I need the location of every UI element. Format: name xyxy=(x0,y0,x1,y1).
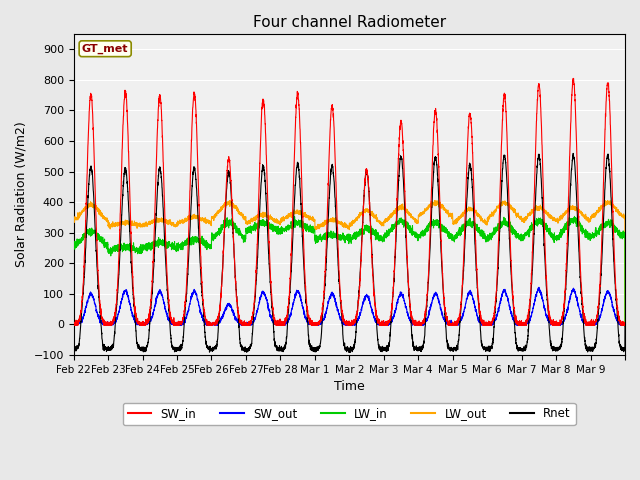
LW_out xyxy=(528,210,536,216)
Text: GT_met: GT_met xyxy=(82,44,129,54)
SW_in xyxy=(542,266,550,272)
Rnet xyxy=(370,283,378,288)
LW_in xyxy=(528,220,536,226)
Line: Rnet: Rnet xyxy=(74,153,625,352)
Line: SW_in: SW_in xyxy=(74,78,625,325)
SW_in xyxy=(370,289,378,295)
LW_in xyxy=(399,218,407,224)
SW_out xyxy=(70,323,78,328)
LW_in xyxy=(500,218,508,224)
Rnet xyxy=(542,276,550,281)
LW_out xyxy=(370,214,378,220)
LW_out xyxy=(500,200,508,205)
Line: LW_out: LW_out xyxy=(74,201,625,325)
SW_out xyxy=(535,285,543,290)
LW_out xyxy=(399,205,407,211)
SW_in xyxy=(70,323,78,328)
SW_out xyxy=(528,312,536,317)
LW_in xyxy=(571,214,579,219)
SW_out xyxy=(542,311,550,317)
Line: LW_in: LW_in xyxy=(74,216,625,326)
Rnet xyxy=(184,268,192,274)
LW_in xyxy=(70,246,77,252)
SW_in xyxy=(399,147,407,153)
Rnet xyxy=(621,320,629,326)
SW_in xyxy=(500,94,508,100)
SW_in xyxy=(621,322,629,327)
Rnet xyxy=(346,349,354,355)
SW_out xyxy=(399,296,407,301)
SW_in xyxy=(70,322,77,327)
LW_in xyxy=(542,225,550,230)
Rnet xyxy=(70,348,77,353)
SW_out xyxy=(500,289,508,295)
LW_in xyxy=(370,230,378,236)
SW_out xyxy=(621,322,629,327)
Y-axis label: Solar Radiation (W/m2): Solar Radiation (W/m2) xyxy=(15,121,28,267)
LW_out xyxy=(70,219,77,225)
Rnet xyxy=(399,176,407,182)
SW_out xyxy=(370,314,378,320)
Legend: SW_in, SW_out, LW_in, LW_out, Rnet: SW_in, SW_out, LW_in, LW_out, Rnet xyxy=(123,403,576,425)
X-axis label: Time: Time xyxy=(334,380,365,393)
LW_out xyxy=(621,322,629,328)
Rnet xyxy=(500,153,508,158)
SW_in xyxy=(528,270,536,276)
SW_in xyxy=(570,75,577,81)
Title: Four channel Radiometer: Four channel Radiometer xyxy=(253,15,446,30)
SW_out xyxy=(70,323,77,328)
LW_out xyxy=(542,211,550,216)
LW_out xyxy=(431,198,439,204)
Rnet xyxy=(570,150,577,156)
Rnet xyxy=(528,281,536,287)
Line: SW_out: SW_out xyxy=(74,288,625,325)
SW_out xyxy=(184,309,192,315)
LW_out xyxy=(184,216,192,221)
LW_in xyxy=(621,323,629,329)
LW_in xyxy=(184,238,192,243)
SW_in xyxy=(184,248,192,254)
